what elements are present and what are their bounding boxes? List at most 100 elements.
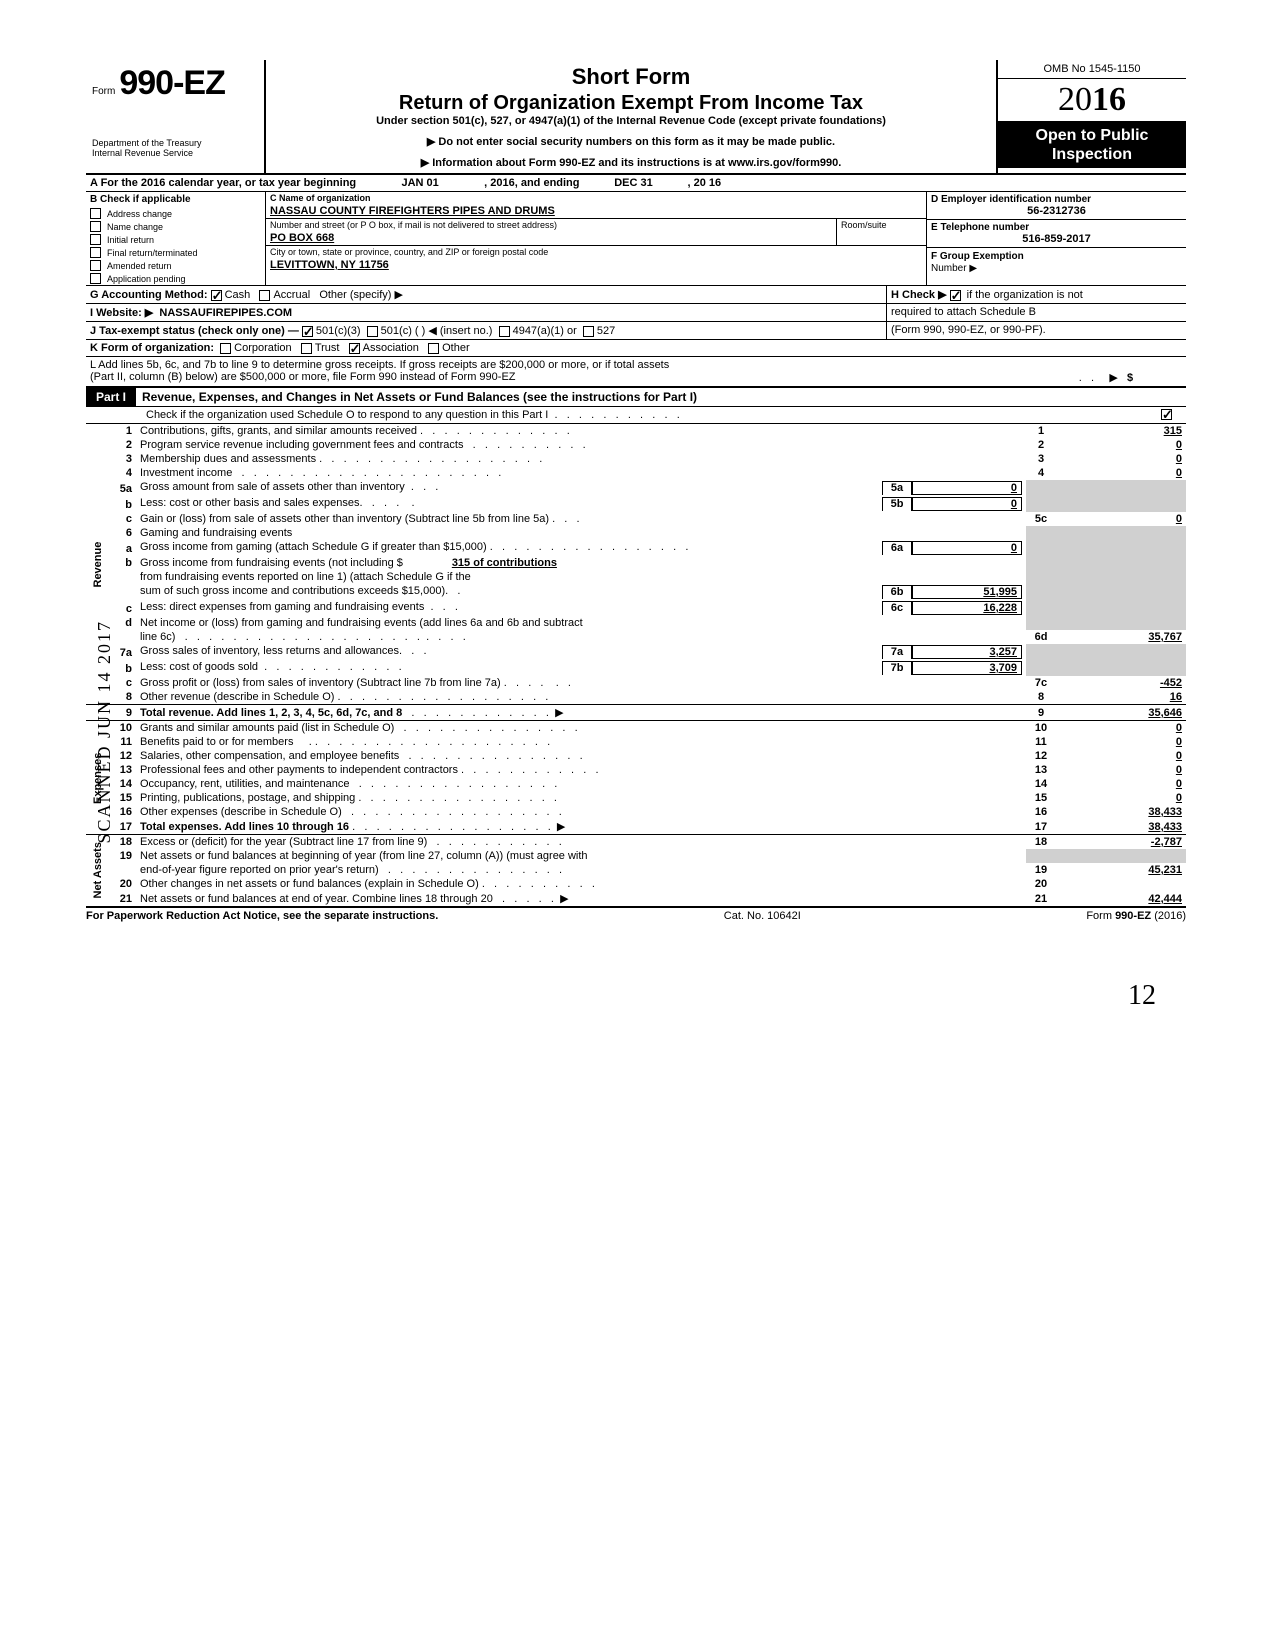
l-arrow: ▶ [1109, 372, 1117, 384]
cb-cash[interactable] [211, 290, 222, 301]
cb-final-return[interactable] [90, 247, 101, 258]
cb-501c[interactable] [367, 326, 378, 337]
l4-text: Investment income [140, 467, 232, 479]
year-bold: 16 [1092, 81, 1126, 118]
l17-num: 17 [1026, 819, 1056, 835]
g-label: G Accounting Method: [90, 289, 208, 301]
footer-right: Form 990-EZ (2016) [1086, 910, 1186, 922]
l19a-text: Net assets or fund balances at beginning… [136, 849, 1026, 863]
j-label: J Tax-exempt status (check only one) — [90, 325, 299, 337]
cb-501c3[interactable] [302, 326, 313, 337]
cb-527[interactable] [583, 326, 594, 337]
cb-other[interactable] [428, 343, 439, 354]
j-501c3: 501(c)(3) [316, 325, 361, 337]
l15-val: 0 [1056, 791, 1186, 805]
l10-val: 0 [1056, 721, 1186, 736]
cb-initial-return[interactable] [90, 234, 101, 245]
l5a-text: Gross amount from sale of assets other t… [140, 481, 405, 495]
cb-assoc[interactable] [349, 343, 360, 354]
l-dollar: $ [1127, 372, 1133, 384]
l7a-box: 7a [882, 645, 912, 659]
d-tel-lbl: E Telephone number [931, 222, 1182, 233]
cb-amended[interactable] [90, 260, 101, 271]
opt-amended: Amended return [107, 261, 172, 271]
l14-num: 14 [1026, 777, 1056, 791]
cb-corp[interactable] [220, 343, 231, 354]
line-a-end: DEC 31 [584, 175, 684, 191]
h-tail: if the organization is not [967, 289, 1083, 301]
form-header: Form 990-EZ Department of the Treasury I… [86, 60, 1186, 175]
d-ein-lbl: D Employer identification number [931, 194, 1182, 205]
l13-num: 13 [1026, 763, 1056, 777]
h-label: H Check ▶ [891, 289, 947, 301]
b-header: B Check if applicable [86, 192, 265, 207]
j-501c: 501(c) ( [381, 325, 419, 337]
side-expenses: Expenses [86, 721, 108, 835]
side-revenue: Revenue [86, 424, 108, 705]
opt-initial-return: Initial return [107, 235, 154, 245]
l20-num: 20 [1026, 877, 1056, 891]
dept-line-2: Internal Revenue Service [92, 149, 258, 159]
l20-val [1056, 877, 1186, 891]
d-grp-lbl: F Group Exemption [931, 251, 1024, 262]
cb-name-change[interactable] [90, 221, 101, 232]
l6d1-text: Net income or (loss) from gaming and fun… [136, 616, 1026, 630]
cb-trust[interactable] [301, 343, 312, 354]
title-short-form: Short Form [274, 64, 988, 90]
section-bcd: B Check if applicable Address change Nam… [86, 192, 1186, 286]
l16-num: 16 [1026, 805, 1056, 819]
l5c-val: 0 [1056, 512, 1186, 526]
l7c-val: -452 [1056, 676, 1186, 690]
l5c-text: Gain or (loss) from sale of assets other… [140, 513, 549, 525]
l6b1-text: Gross income from fundraising events (no… [140, 557, 403, 569]
cb-4947[interactable] [499, 326, 510, 337]
cb-accrual[interactable] [259, 290, 270, 301]
l6b1b-text: 315 of contributions [452, 557, 557, 569]
k-other: Other [442, 342, 470, 354]
l2-val: 0 [1056, 438, 1186, 452]
l5b-text: Less: cost or other basis and sales expe… [140, 497, 360, 511]
side-netassets: Net Assets [86, 835, 108, 907]
cb-schedule-o[interactable] [1161, 409, 1172, 420]
i-label: I Website: ▶ [90, 307, 153, 319]
d-ein: 56-2312736 [931, 205, 1182, 217]
l12-val: 0 [1056, 749, 1186, 763]
title-return: Return of Organization Exempt From Incom… [274, 92, 988, 115]
opt-name-change: Name change [107, 222, 163, 232]
l7b-text: Less: cost of goods sold [140, 661, 258, 675]
l2-num: 2 [1026, 438, 1056, 452]
l7b-box: 7b [882, 661, 912, 675]
part1-title: Revenue, Expenses, and Changes in Net As… [136, 388, 703, 406]
l6c-val: 16,228 [912, 601, 1022, 615]
c-room-lbl: Room/suite [837, 219, 926, 231]
line-a-mid: , 2016, and ending [480, 175, 583, 191]
i-website: NASSAUFIREPIPES.COM [159, 307, 292, 319]
l19-val: 45,231 [1056, 863, 1186, 877]
d-grp-lbl2: Number ▶ [931, 263, 977, 274]
l17-val: 38,433 [1056, 819, 1186, 835]
k-trust: Trust [315, 342, 340, 354]
l14-text: Occupancy, rent, utilities, and maintena… [140, 778, 350, 790]
l16-text: Other expenses (describe in Schedule O) [140, 806, 342, 818]
cb-address-change[interactable] [90, 208, 101, 219]
l9-val: 35,646 [1056, 705, 1186, 721]
l18-num: 18 [1026, 835, 1056, 850]
l6d2-text: line 6c) [140, 631, 175, 643]
line-a-begin: JAN 01 [360, 175, 480, 191]
cb-app-pending[interactable] [90, 273, 101, 284]
warn-line: ▶ Do not enter social security numbers o… [274, 135, 988, 148]
part1-table: Revenue 1Contributions, gifts, grants, a… [86, 424, 1186, 906]
l15-num: 15 [1026, 791, 1056, 805]
l18-val: -2,787 [1056, 835, 1186, 850]
org-name: NASSAU COUNTY FIREFIGHTERS PIPES AND DRU… [266, 204, 926, 218]
l7c-text: Gross profit or (loss) from sales of inv… [140, 677, 501, 689]
l13-text: Professional fees and other payments to … [140, 764, 458, 776]
l8-text: Other revenue (describe in Schedule O) [140, 691, 334, 703]
l14-val: 0 [1056, 777, 1186, 791]
line-a: A For the 2016 calendar year, or tax yea… [86, 175, 1186, 192]
l12-num: 12 [1026, 749, 1056, 763]
org-city: LEVITTOWN, NY 11756 [266, 258, 926, 272]
subtitle: Under section 501(c), 527, or 4947(a)(1)… [274, 115, 988, 127]
cb-h[interactable] [950, 290, 961, 301]
l6b3-text: sum of such gross income and contributio… [140, 585, 445, 599]
